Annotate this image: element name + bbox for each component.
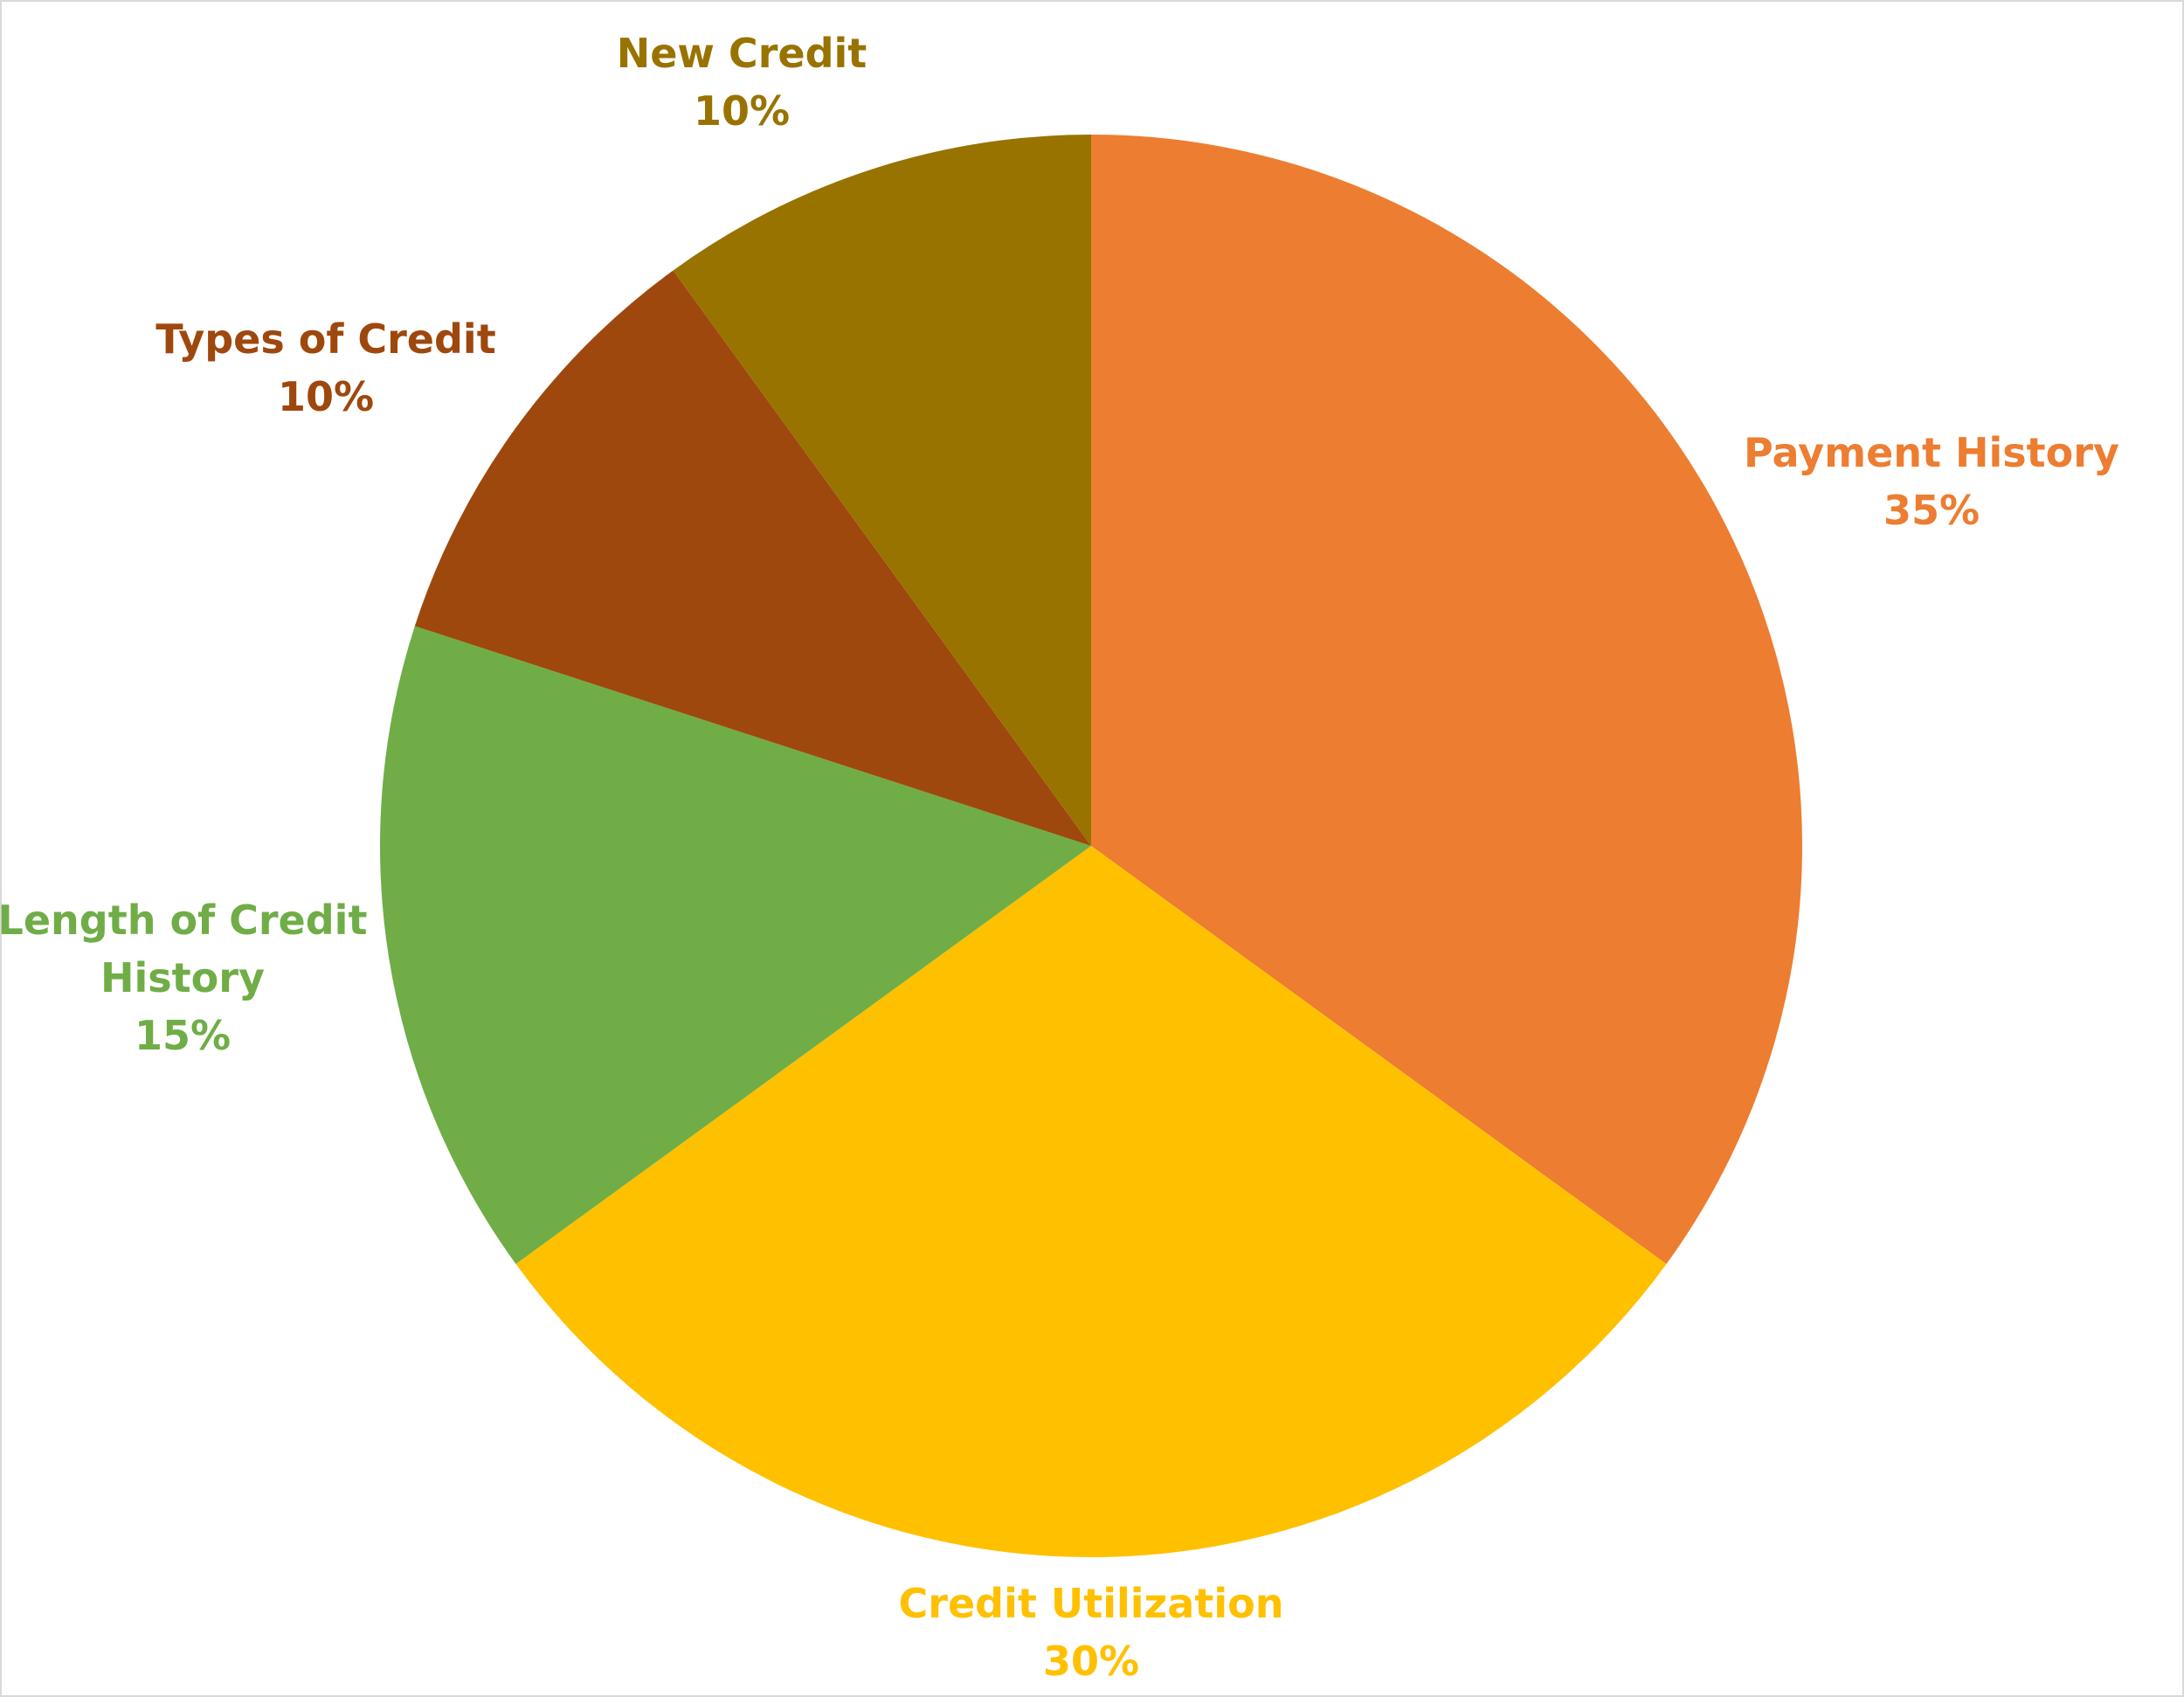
category-label: Payment History <box>1744 429 2119 476</box>
pie-slice <box>515 846 1667 1557</box>
data-label: Types of Credit 10% <box>156 310 495 426</box>
value-label: 35% <box>1883 487 1980 534</box>
pie-slice <box>673 135 1091 846</box>
category-label: Credit Utilization <box>898 1580 1284 1627</box>
value-label: 10% <box>693 87 791 135</box>
value-label: 30% <box>1042 1638 1140 1685</box>
value-label: 10% <box>277 373 375 420</box>
data-label: New Credit 10% <box>617 24 867 140</box>
category-label: Types of Credit <box>156 315 496 363</box>
pie-slice <box>379 626 1091 1264</box>
data-label: Payment History 35% <box>1744 424 2119 539</box>
value-label: 15% <box>134 1012 232 1059</box>
data-label: Credit Utilization 30% <box>899 1575 1284 1690</box>
data-label: Length of Credit History 15% <box>0 891 384 1064</box>
pie-slice <box>1091 135 1802 1264</box>
category-label: Length of Credit History <box>0 897 368 1001</box>
category-label: New Credit <box>616 30 867 77</box>
pie-slice <box>414 270 1092 846</box>
